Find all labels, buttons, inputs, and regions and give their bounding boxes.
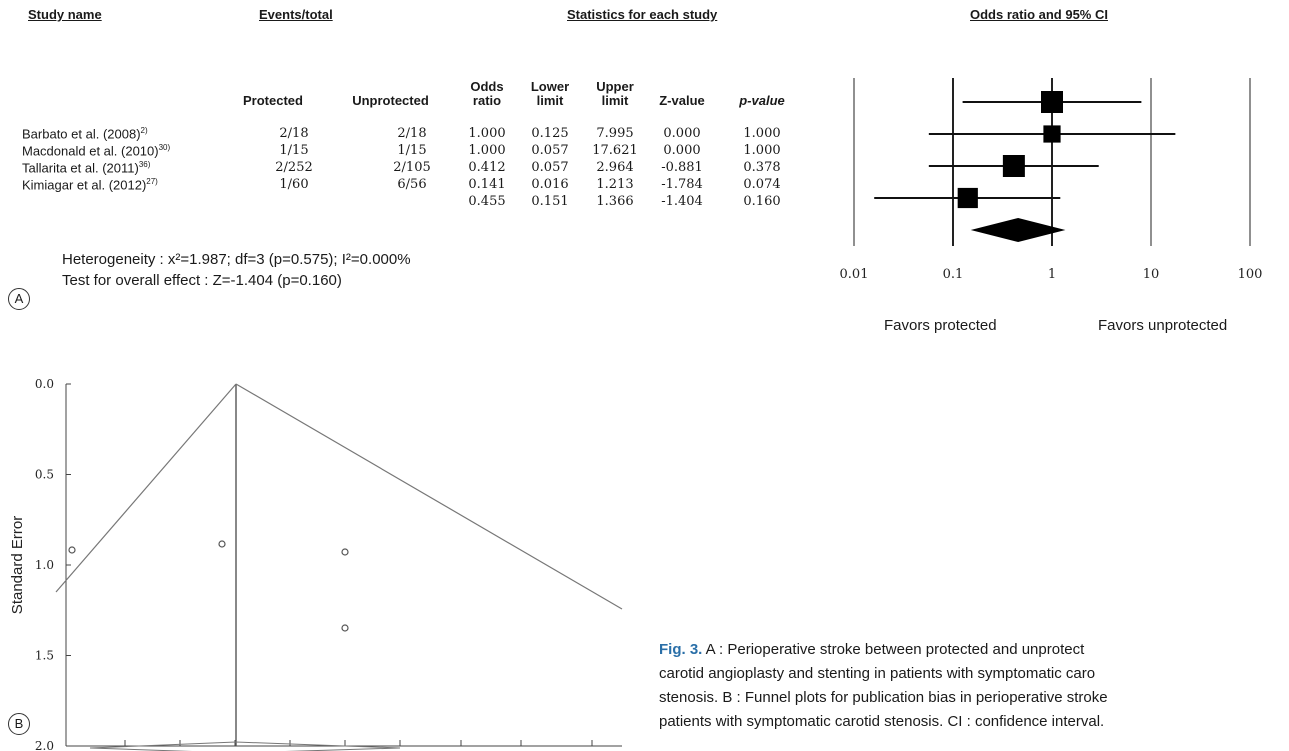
study-reference: 2) xyxy=(140,126,148,135)
forest-tick-label: 1 xyxy=(1048,267,1056,280)
forest-point xyxy=(1002,155,1025,177)
favors-unprotected-label: Favors unprotected xyxy=(1098,317,1228,334)
cell-p: 0.074 xyxy=(743,177,781,192)
cell-lower: 0.057 xyxy=(531,160,569,175)
cell-odds: 0.141 xyxy=(468,177,506,192)
header-odds-ratio-ci: Odds ratio and 95% CI xyxy=(970,7,1108,22)
funnel-y-tick-label: 1.5 xyxy=(35,649,54,663)
cell-odds: 1.000 xyxy=(468,126,506,141)
caption-line-2: carotid angioplasty and stenting in pati… xyxy=(659,665,1096,682)
cell-z: -0.881 xyxy=(661,160,703,175)
study-name: Tallarita et al. (2011)36) xyxy=(22,160,151,176)
cell-lower: 0.057 xyxy=(531,143,569,158)
cell-z: -1.784 xyxy=(661,177,703,192)
col-upper-limit: Upper limit xyxy=(596,79,634,108)
forest-point xyxy=(957,187,978,209)
funnel-y-tick-label: 2.0 xyxy=(35,739,54,751)
summary-odds: 0.455 xyxy=(468,194,506,209)
funnel-point xyxy=(341,548,349,556)
forest-plot-area: 0.01 0.1 1 10 100 xyxy=(840,78,1263,280)
study-name: Macdonald et al. (2010)30) xyxy=(22,143,171,159)
cell-p: 0.378 xyxy=(743,160,781,175)
funnel-plot: 0.00.51.01.52.0-2.0-1.61.01.62.0Log odds… xyxy=(9,377,623,751)
funnel-y-axis-label: Standard Error xyxy=(9,516,26,614)
funnel-y-tick-label: 1.0 xyxy=(35,558,54,572)
forest-tick-label: 0.01 xyxy=(840,267,869,280)
cell-protected: 2/252 xyxy=(275,160,313,175)
study-reference: 36) xyxy=(138,160,151,169)
col-p-value: p-value xyxy=(739,93,785,108)
study-reference: 30) xyxy=(158,143,171,152)
summary-p: 0.160 xyxy=(743,194,781,209)
cell-lower: 0.016 xyxy=(531,177,569,192)
cell-lower: 0.125 xyxy=(531,126,569,141)
study-name: Kimiagar et al. (2012)27) xyxy=(22,177,158,193)
study-reference: 27) xyxy=(146,177,158,186)
cell-z: 0.000 xyxy=(663,143,701,158)
col-odds-ratio: Odds ratio xyxy=(470,79,504,108)
study-name: Barbato et al. (2008)2) xyxy=(22,126,148,142)
cell-upper: 7.995 xyxy=(596,126,634,141)
funnel-point xyxy=(218,540,226,548)
cell-protected: 1/60 xyxy=(279,177,309,192)
cell-unprotected: 2/105 xyxy=(393,160,431,175)
funnel-right-boundary xyxy=(235,383,623,610)
caption-line-3: stenosis. B : Funnel plots for publicati… xyxy=(659,689,1108,706)
cell-upper: 17.621 xyxy=(592,143,638,158)
header-statistics: Statistics for each study xyxy=(567,7,718,22)
cell-unprotected: 1/15 xyxy=(397,143,427,158)
summary-upper: 1.366 xyxy=(596,194,634,209)
funnel-summary-diamond xyxy=(89,741,401,751)
funnel-y-tick-label: 0.5 xyxy=(35,468,54,482)
forest-point xyxy=(1043,125,1061,143)
col-z-value: Z-value xyxy=(659,93,705,108)
forest-tick-label: 10 xyxy=(1143,267,1160,280)
cell-unprotected: 6/56 xyxy=(397,177,427,192)
col-protected: Protected xyxy=(243,93,303,108)
funnel-y-tick-label: 0.0 xyxy=(35,377,54,391)
caption-line-4: patients with symptomatic carotid stenos… xyxy=(659,713,1105,730)
caption-title: Fig. 3. xyxy=(659,641,703,658)
forest-summary-diamond xyxy=(970,218,1066,242)
cell-odds: 0.412 xyxy=(468,160,506,175)
forest-point xyxy=(1041,91,1063,113)
cell-upper: 2.964 xyxy=(596,160,634,175)
header-events-total: Events/total xyxy=(259,7,333,22)
forest-tick-label: 0.1 xyxy=(943,267,964,280)
favors-protected-label: Favors protected xyxy=(884,317,997,334)
cell-unprotected: 2/18 xyxy=(397,126,427,141)
heterogeneity-text: Heterogeneity : x²=1.987; df=3 (p=0.575)… xyxy=(62,251,411,268)
caption-line-1: Fig. 3. A : Perioperative stroke between… xyxy=(659,641,1085,658)
cell-p: 1.000 xyxy=(743,126,781,141)
panel-b-label: B xyxy=(8,713,30,735)
overall-effect-text: Test for overall effect : Z=-1.404 (p=0.… xyxy=(62,272,342,289)
forest-tick-label: 100 xyxy=(1238,267,1263,280)
figure-caption: Fig. 3. A : Perioperative stroke between… xyxy=(659,638,1108,734)
funnel-point xyxy=(68,546,76,554)
funnel-point xyxy=(341,624,349,632)
summary-lower: 0.151 xyxy=(531,194,569,209)
cell-protected: 1/15 xyxy=(279,143,309,158)
summary-z: -1.404 xyxy=(661,194,703,209)
col-unprotected: Unprotected xyxy=(352,93,429,108)
cell-z: 0.000 xyxy=(663,126,701,141)
forest-plot xyxy=(820,240,1289,540)
cell-p: 1.000 xyxy=(743,143,781,158)
cell-odds: 1.000 xyxy=(468,143,506,158)
col-lower-limit: Lower limit xyxy=(530,79,570,108)
cell-protected: 2/18 xyxy=(279,126,309,141)
cell-upper: 1.213 xyxy=(596,177,634,192)
panel-a-label: A xyxy=(8,288,30,310)
header-study-name: Study name xyxy=(28,7,102,22)
funnel-left-boundary xyxy=(55,383,237,593)
